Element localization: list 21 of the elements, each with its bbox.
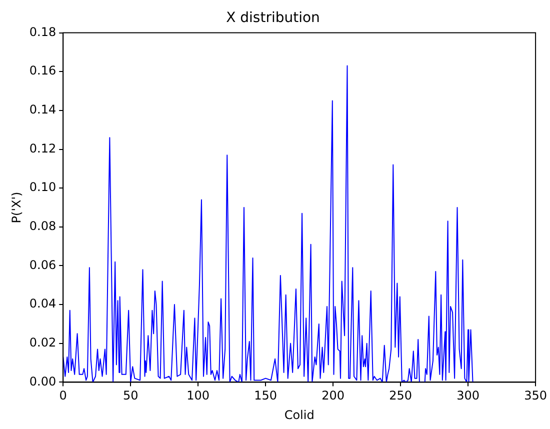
x-axis-title: Colid: [284, 408, 314, 422]
y-tick-label: 0.10: [29, 180, 56, 194]
y-tick-label: 0.08: [29, 219, 56, 234]
x-tick-label: 350: [524, 388, 547, 403]
y-tick-label: 0.04: [29, 296, 56, 311]
x-tick-label: 250: [389, 388, 412, 403]
y-tick-label: 0.02: [29, 336, 56, 350]
x-tick-label: 300: [456, 388, 480, 403]
x-tick-label: 150: [254, 388, 278, 403]
y-tick-label: 0.00: [29, 374, 56, 388]
y-tick-label: 0.12: [29, 141, 56, 156]
x-tick-label: 0: [59, 388, 67, 403]
y-tick-label: 0.16: [29, 64, 56, 78]
x-tick-label: 100: [186, 388, 210, 403]
y-tick-label: 0.18: [29, 24, 56, 39]
x-tick-label: 50: [122, 388, 138, 403]
y-tick-label: 0.06: [29, 258, 56, 272]
y-tick-label: 0.14: [29, 102, 56, 117]
y-axis-title: P('X'): [9, 192, 24, 224]
x-tick-label: 200: [322, 388, 345, 403]
chart-title: X distribution: [226, 10, 320, 26]
